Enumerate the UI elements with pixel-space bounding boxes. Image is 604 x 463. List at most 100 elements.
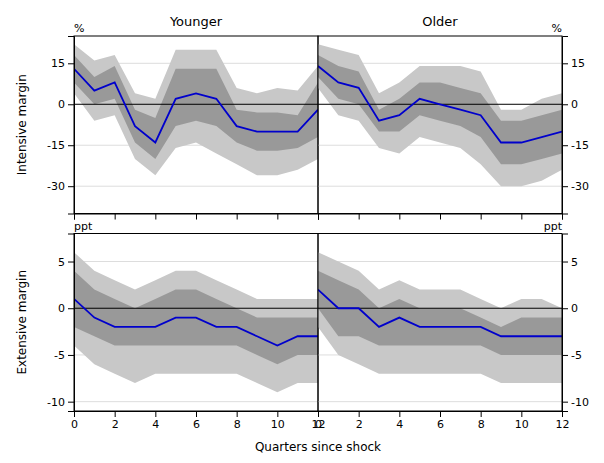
tick-mark <box>318 411 319 417</box>
panel: 024681012-10-505ppt <box>315 220 589 431</box>
plot-area <box>318 44 562 186</box>
tick-mark <box>521 214 522 220</box>
y-axis-title: Extensive margin <box>15 270 29 375</box>
confidence-band <box>74 252 318 392</box>
tick-mark <box>115 411 116 417</box>
panel-title: Younger <box>169 14 223 29</box>
axis-line <box>68 234 75 412</box>
tick-label: -5 <box>54 349 65 362</box>
y-tick: 0 <box>58 302 74 315</box>
y-tick: -5 <box>562 349 582 362</box>
tick-label: 12 <box>556 418 570 431</box>
grid-line <box>74 261 318 262</box>
center-line <box>318 290 562 337</box>
x-tick <box>318 214 319 220</box>
tick-label: 0 <box>58 98 65 111</box>
tick-label: 5 <box>571 256 578 269</box>
tick-label: 5 <box>58 256 65 269</box>
confidence-band <box>74 55 318 159</box>
tick-mark <box>359 214 360 220</box>
tick-mark <box>481 411 482 417</box>
x-tick: 0 <box>71 411 78 431</box>
tick-mark <box>68 355 74 356</box>
axis-line <box>563 37 569 215</box>
grid-line <box>74 186 318 187</box>
tick-mark <box>155 214 156 220</box>
x-tick: 10 <box>515 411 529 431</box>
plot-frame <box>74 234 318 412</box>
confidence-band <box>74 44 318 175</box>
tick-mark <box>318 214 319 220</box>
tick-mark <box>562 262 568 263</box>
tick-mark <box>115 214 116 220</box>
panel: -30-15015YoungerIntensive margin% <box>15 14 319 220</box>
axis-line <box>319 214 563 220</box>
tick-mark <box>277 214 278 220</box>
tick-label: -30 <box>47 180 65 193</box>
y-axis: -10-505 <box>47 234 74 412</box>
tick-mark <box>562 104 568 105</box>
unit-label: ppt <box>74 220 93 233</box>
tick-mark <box>318 411 319 417</box>
x-tick: 2 <box>356 411 363 431</box>
center-line <box>74 69 318 143</box>
y-axis-title: Intensive margin <box>15 74 29 175</box>
confidence-band <box>318 252 562 383</box>
x-tick <box>440 214 441 220</box>
tick-label: 0 <box>58 302 65 315</box>
tick-mark <box>68 186 74 187</box>
confidence-band <box>74 271 318 364</box>
tick-mark <box>68 402 74 403</box>
x-axis: 024681012 <box>71 411 326 431</box>
x-tick <box>115 214 116 220</box>
x-tick <box>521 214 522 220</box>
tick-label: 0 <box>315 418 322 431</box>
x-tick: 12 <box>556 411 570 431</box>
x-axis <box>75 214 319 220</box>
tick-label: -15 <box>571 139 589 152</box>
tick-label: 2 <box>112 418 119 431</box>
axis-line <box>319 412 563 418</box>
panel: -30-15015Older% <box>318 14 589 220</box>
x-axis <box>319 214 563 220</box>
tick-label: 15 <box>571 57 585 70</box>
y-tick: 0 <box>58 98 74 111</box>
tick-mark <box>155 411 156 417</box>
tick-label: 8 <box>478 418 485 431</box>
tick-label: 10 <box>271 418 285 431</box>
tick-label: -5 <box>571 349 582 362</box>
unit-label: ppt <box>544 220 563 233</box>
y-axis: -30-15015 <box>47 37 74 215</box>
x-tick: 4 <box>396 411 403 431</box>
x-tick <box>481 214 482 220</box>
tick-mark <box>521 411 522 417</box>
y-tick: 15 <box>51 57 74 70</box>
x-axis: 024681012 <box>315 411 570 431</box>
tick-mark <box>68 104 74 105</box>
tick-mark <box>440 411 441 417</box>
tick-mark <box>359 411 360 417</box>
tick-mark <box>237 214 238 220</box>
x-tick: 6 <box>193 411 200 431</box>
tick-mark <box>196 411 197 417</box>
y-axis: -10-505 <box>562 234 589 412</box>
y-tick: 0 <box>562 302 578 315</box>
chart: -30-15015YoungerIntensive margin%-30-150… <box>0 0 604 463</box>
plot-frame <box>318 36 562 214</box>
x-tick: 4 <box>152 411 159 431</box>
tick-mark <box>399 214 400 220</box>
tick-mark <box>277 411 278 417</box>
tick-mark <box>562 308 568 309</box>
zero-line <box>74 104 318 105</box>
x-tick <box>359 214 360 220</box>
plot-frame <box>318 234 562 412</box>
grid-line <box>318 186 562 187</box>
plot-frame <box>74 36 318 214</box>
center-line <box>74 299 318 346</box>
axis-line <box>563 234 569 412</box>
plot-area <box>74 44 318 175</box>
y-tick: 5 <box>562 256 578 269</box>
tick-label: 12 <box>312 418 326 431</box>
tick-mark <box>196 214 197 220</box>
tick-mark <box>68 145 74 146</box>
